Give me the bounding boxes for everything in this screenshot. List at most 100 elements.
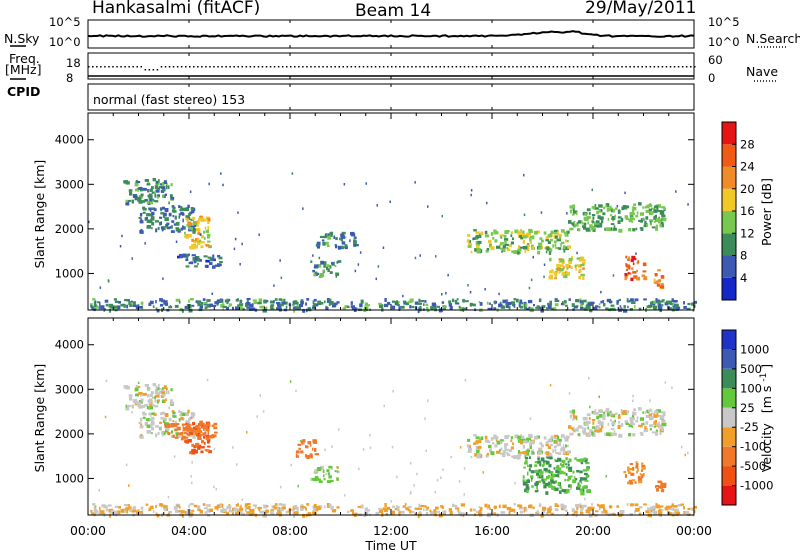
- data-cell: [201, 234, 204, 239]
- data-cell: [177, 255, 180, 259]
- freq-dot: [273, 66, 276, 68]
- data-cell: [418, 512, 422, 517]
- data-cell: [547, 302, 549, 306]
- data-cell: [537, 457, 540, 460]
- data-cell: [265, 509, 269, 513]
- data-cell: [661, 304, 664, 307]
- data-cell: [197, 220, 200, 224]
- data-cell: [138, 392, 142, 395]
- data-cell: [222, 305, 227, 308]
- data-cell: [174, 304, 179, 308]
- data-cell: [165, 184, 168, 187]
- data-cell: [316, 241, 321, 245]
- data-cell: [206, 504, 211, 507]
- data-cell: [645, 414, 650, 418]
- data-cell: [405, 507, 410, 511]
- data-cell: [99, 506, 101, 511]
- data-cell: [545, 491, 549, 495]
- data-cell: [182, 308, 184, 313]
- data-cell: [305, 507, 307, 511]
- data-cell: [226, 300, 229, 305]
- data-cell: [623, 309, 628, 313]
- colorbar-segment: [722, 368, 736, 389]
- data-cell: [291, 509, 295, 512]
- freq-dot: [629, 66, 631, 68]
- power-colorbar-tick-label: 8: [740, 249, 747, 263]
- data-cell: [184, 431, 187, 434]
- data-cell: [643, 503, 647, 506]
- data-cell: [549, 257, 552, 262]
- noise-cell: [392, 390, 394, 393]
- data-cell: [646, 305, 651, 309]
- data-cell: [610, 227, 613, 231]
- data-cell: [350, 231, 355, 236]
- freq-dot: [423, 66, 425, 68]
- data-cell: [262, 308, 267, 313]
- data-cell: [182, 226, 186, 230]
- data-cell: [680, 503, 685, 506]
- data-cell: [175, 298, 181, 302]
- data-cell: [402, 300, 406, 303]
- data-cell: [154, 200, 159, 203]
- data-cell: [473, 442, 476, 445]
- data-cell: [628, 433, 632, 437]
- noise-cell: [563, 463, 566, 467]
- data-cell: [650, 301, 652, 305]
- data-cell: [585, 467, 590, 471]
- noise-cell: [425, 449, 427, 452]
- data-cell: [580, 425, 583, 429]
- data-cell: [573, 510, 578, 514]
- data-cell: [436, 305, 440, 308]
- freq-dot: [467, 66, 470, 68]
- data-cell: [454, 299, 458, 304]
- noise-cell: [273, 284, 275, 287]
- data-cell: [208, 450, 212, 454]
- data-cell: [160, 388, 163, 391]
- data-cell: [125, 507, 129, 511]
- data-cell: [484, 234, 490, 238]
- data-cell: [195, 221, 198, 224]
- data-cell: [138, 217, 142, 220]
- data-cell: [164, 303, 169, 306]
- data-cell: [529, 442, 531, 447]
- data-cell: [554, 487, 559, 491]
- noise-cell: [600, 209, 603, 212]
- data-cell: [206, 438, 211, 442]
- x-tick-label: 16:00: [474, 523, 510, 538]
- data-cell: [691, 302, 694, 306]
- data-cell: [484, 439, 490, 443]
- freq-dot: [342, 66, 344, 68]
- data-cell: [153, 413, 157, 417]
- data-cell: [276, 302, 281, 305]
- data-cell: [176, 423, 180, 426]
- data-cell: [383, 507, 386, 511]
- colorbar-segment: [722, 485, 736, 505]
- data-cell: [625, 255, 628, 259]
- data-cell: [519, 438, 523, 442]
- data-cell: [204, 511, 208, 514]
- noise-cell: [445, 292, 447, 295]
- data-cell: [157, 431, 160, 435]
- data-cell: [158, 384, 160, 388]
- data-cell: [639, 227, 643, 230]
- freq-dot: [415, 66, 417, 68]
- data-cell: [129, 509, 132, 512]
- power-heatmap: [88, 172, 697, 314]
- data-cell: [207, 217, 211, 222]
- freq-dot: [560, 66, 563, 68]
- data-cell: [582, 469, 588, 472]
- data-cell: [135, 510, 139, 515]
- data-cell: [638, 202, 641, 205]
- data-cell: [207, 445, 211, 448]
- data-cell: [151, 427, 155, 431]
- data-cell: [475, 510, 478, 513]
- data-cell: [529, 464, 533, 468]
- data-cell: [607, 207, 611, 212]
- data-cell: [97, 301, 100, 304]
- data-cell: [344, 245, 348, 250]
- data-cell: [499, 301, 502, 306]
- data-cell: [561, 272, 566, 276]
- data-cell: [638, 424, 642, 427]
- data-cell: [485, 454, 489, 458]
- data-cell: [470, 250, 473, 254]
